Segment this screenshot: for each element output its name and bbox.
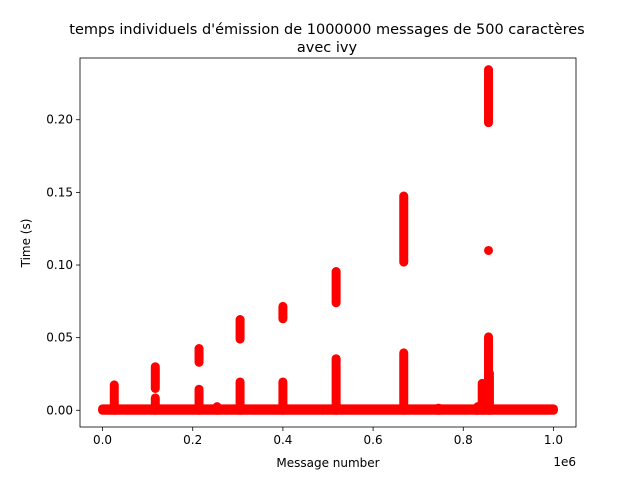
x-tick-label: 1.0: [544, 433, 563, 447]
chart-title-line1: temps individuels d'émission de 1000000 …: [69, 22, 584, 38]
spike-cluster-18: [484, 368, 494, 415]
spike-cluster-7: [235, 314, 245, 344]
plot-frame: [79, 57, 577, 428]
y-axis-label: Time (s): [19, 219, 33, 269]
spike-cluster-9: [278, 301, 288, 324]
spike-cluster-4: [194, 344, 204, 367]
x-tick-label: 0.0: [93, 433, 112, 447]
x-tick-label: 0.8: [454, 433, 473, 447]
spike-cluster-1: [150, 393, 160, 415]
x-axis-label: Message number: [276, 456, 379, 470]
spike-cluster-12: [399, 348, 409, 415]
y-axis: 0.00 0.05 0.10 0.15 0.20: [46, 113, 80, 417]
spike-cluster-3: [194, 384, 204, 415]
spike-cluster-19: [484, 65, 494, 128]
plot-area: [98, 65, 558, 415]
spike-cluster-11: [331, 267, 341, 308]
spike-cluster-6: [235, 377, 245, 415]
y-tick-label: 0.20: [46, 113, 73, 127]
data-point-0: [484, 245, 494, 255]
x-axis: 0.0 0.2 0.4 0.6 0.8 1.0: [93, 427, 563, 447]
x-axis-offset-label: 1e6: [553, 455, 576, 469]
spike-cluster-5: [212, 402, 222, 415]
spike-cluster-0: [109, 380, 119, 415]
x-tick-label: 0.4: [273, 433, 292, 447]
spike-cluster-13: [399, 191, 409, 267]
y-tick-label: 0.15: [46, 185, 73, 199]
spike-cluster-8: [278, 377, 288, 415]
x-tick-label: 0.6: [364, 433, 383, 447]
y-tick-label: 0.10: [46, 258, 73, 272]
y-tick-label: 0.00: [46, 403, 73, 417]
chart-title-line2: avec ivy: [297, 40, 358, 56]
y-tick-label: 0.05: [46, 331, 73, 345]
x-tick-label: 0.2: [183, 433, 202, 447]
spike-cluster-14: [433, 403, 443, 415]
spike-cluster-10: [331, 354, 341, 415]
spike-cluster-2: [150, 362, 160, 394]
